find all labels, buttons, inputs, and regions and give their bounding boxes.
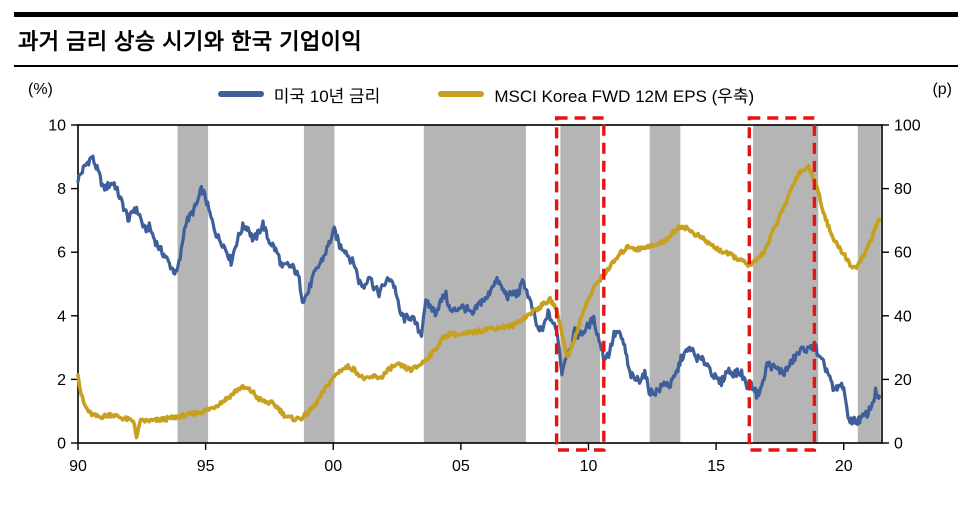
x-tick-label: 20: [835, 458, 853, 475]
legend-label: 미국 10년 금리: [273, 86, 381, 106]
highlight-box: [554, 116, 606, 452]
msci-eps-line: [76, 163, 882, 440]
x-tick-label: 00: [324, 458, 342, 475]
legend-label: MSCI Korea FWD 12M EPS (우축): [494, 86, 755, 106]
x-tick-label: 10: [580, 458, 598, 475]
left-tick-label: 0: [57, 436, 66, 453]
legend-row: (%) 미국 10년 금리 MSCI Korea FWD 12M EPS (우축)…: [0, 77, 972, 111]
title-bar: 과거 금리 상승 시기와 한국 기업이익: [14, 12, 958, 67]
plot-border: [77, 124, 883, 444]
msci-eps-swatch-line: [438, 91, 485, 97]
us10y-line: [76, 154, 881, 426]
legend-item: 미국 10년 금리: [217, 82, 381, 107]
left-tick-label: 2: [57, 372, 66, 389]
rate-rise-band: [857, 125, 881, 443]
rate-rise-bands: [177, 125, 881, 443]
left-axis-ticks: 0 2 4 6 8 10: [48, 118, 78, 453]
x-axis-ticks: 90 95 00 05 10 15 20: [69, 443, 853, 475]
right-tick-label: 100: [894, 118, 921, 135]
legend: 미국 10년 금리 MSCI Korea FWD 12M EPS (우축): [0, 77, 972, 111]
legend-item: MSCI Korea FWD 12M EPS (우축): [438, 82, 754, 107]
left-tick-label: 4: [57, 308, 66, 325]
right-axis-ticks: 0 20 40 60 80 100: [882, 118, 921, 453]
right-tick-label: 80: [894, 181, 912, 198]
x-tick-label: 05: [452, 458, 470, 475]
left-tick-label: 8: [57, 181, 66, 198]
left-axis-unit: (%): [28, 81, 53, 98]
right-tick-label: 60: [894, 245, 912, 262]
right-tick-label: 40: [894, 308, 912, 325]
left-tick-label: 6: [57, 245, 66, 262]
right-tick-label: 20: [894, 372, 912, 389]
rate-rise-band: [177, 125, 209, 443]
rate-rise-band: [423, 125, 526, 443]
right-tick-label: 0: [894, 436, 903, 453]
us10y-swatch-line: [217, 91, 264, 97]
right-axis-unit: (p): [932, 81, 952, 98]
page-title: 과거 금리 상승 시기와 한국 기업이익: [18, 29, 363, 54]
x-tick-label: 15: [707, 458, 725, 475]
left-tick-label: 10: [48, 118, 66, 135]
rate-rise-band: [753, 125, 819, 443]
x-tick-label: 90: [69, 458, 87, 475]
x-tick-label: 95: [197, 458, 215, 475]
